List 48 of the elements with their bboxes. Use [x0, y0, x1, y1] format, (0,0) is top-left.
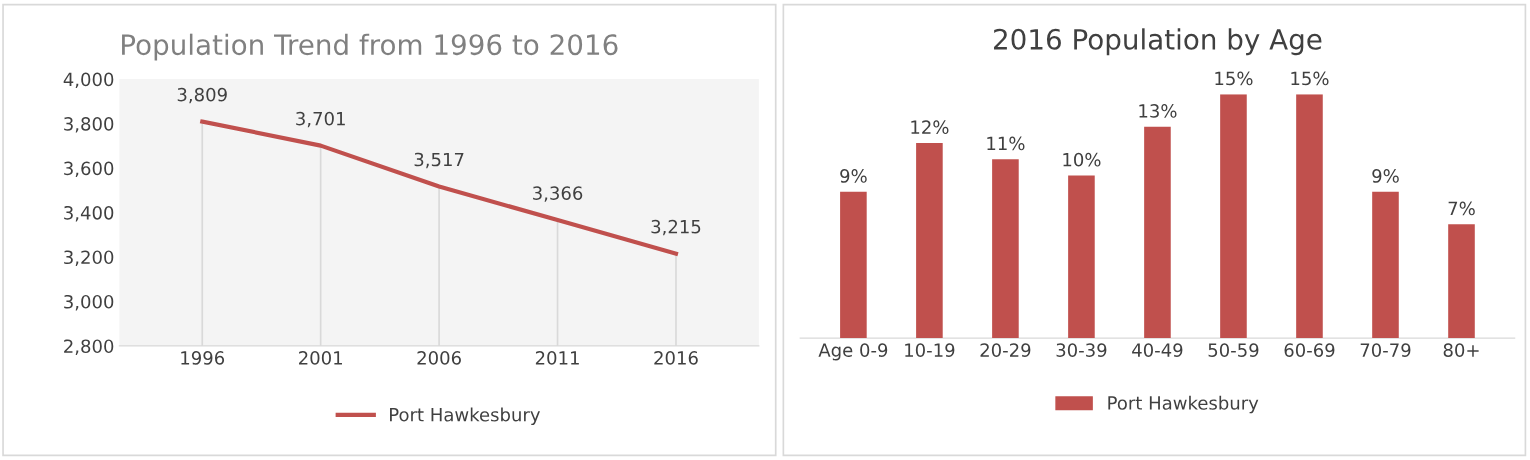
x-tick-label: 30-39	[1056, 343, 1107, 357]
bar	[992, 159, 1019, 339]
x-tick-label: 2001	[299, 351, 342, 365]
x-tick-label: 40-49	[1132, 343, 1183, 357]
y-tick-label: 3,600	[64, 161, 114, 178]
bar	[916, 143, 943, 339]
data-label: 15%	[1215, 71, 1253, 86]
bar	[1068, 175, 1095, 339]
x-tick-label: 70-79	[1360, 343, 1411, 357]
data-label: 3,517	[414, 152, 464, 169]
y-tick-label: 3,800	[64, 117, 114, 133]
y-tick-label: 3,400	[64, 205, 114, 222]
bar	[1220, 94, 1247, 339]
data-label: 3,366	[533, 186, 583, 202]
x-tick-label: 1996	[181, 351, 225, 365]
x-tick-label: 50-59	[1208, 343, 1259, 357]
bar	[840, 191, 867, 339]
x-tick-label: 2011	[535, 351, 579, 365]
data-label: 15%	[1291, 71, 1329, 86]
legend-label: Port Hawkesbury	[1108, 395, 1259, 414]
chart-title: 2016 Population by Age	[994, 28, 1322, 56]
bar	[1144, 126, 1171, 339]
x-tick-label: 2006	[417, 351, 461, 365]
x-tick-label: 20-29	[980, 343, 1031, 357]
y-tick-label: 3,200	[64, 250, 114, 266]
y-tick-label: 4,000	[63, 72, 114, 89]
data-label: 3,215	[651, 219, 701, 236]
x-tick-label: 80+	[1443, 343, 1479, 357]
bar	[1296, 94, 1323, 339]
data-label: 9%	[840, 169, 867, 183]
data-label: 10%	[1063, 152, 1101, 167]
bar	[1448, 224, 1475, 339]
bar	[1372, 191, 1399, 339]
x-tick-label: 10-19	[905, 343, 955, 357]
data-label: 9%	[1372, 169, 1399, 183]
data-label: 12%	[911, 120, 949, 135]
x-tick-label: 2016	[654, 351, 698, 365]
data-label: 3,701	[296, 111, 345, 128]
x-tick-label: 60-69	[1284, 343, 1335, 357]
x-tick-label: Age 0-9	[818, 343, 888, 361]
legend-label: Port Hawkesbury	[390, 407, 540, 425]
y-tick-label: 3,000	[64, 294, 114, 311]
y-tick-label: 2,800	[64, 339, 114, 355]
chart-title: Population Trend from 1996 to 2016	[122, 33, 618, 61]
data-label: 3,809	[177, 87, 227, 104]
data-label: 11%	[987, 136, 1025, 151]
data-label: 13%	[1139, 104, 1177, 118]
data-label: 7%	[1448, 201, 1475, 216]
